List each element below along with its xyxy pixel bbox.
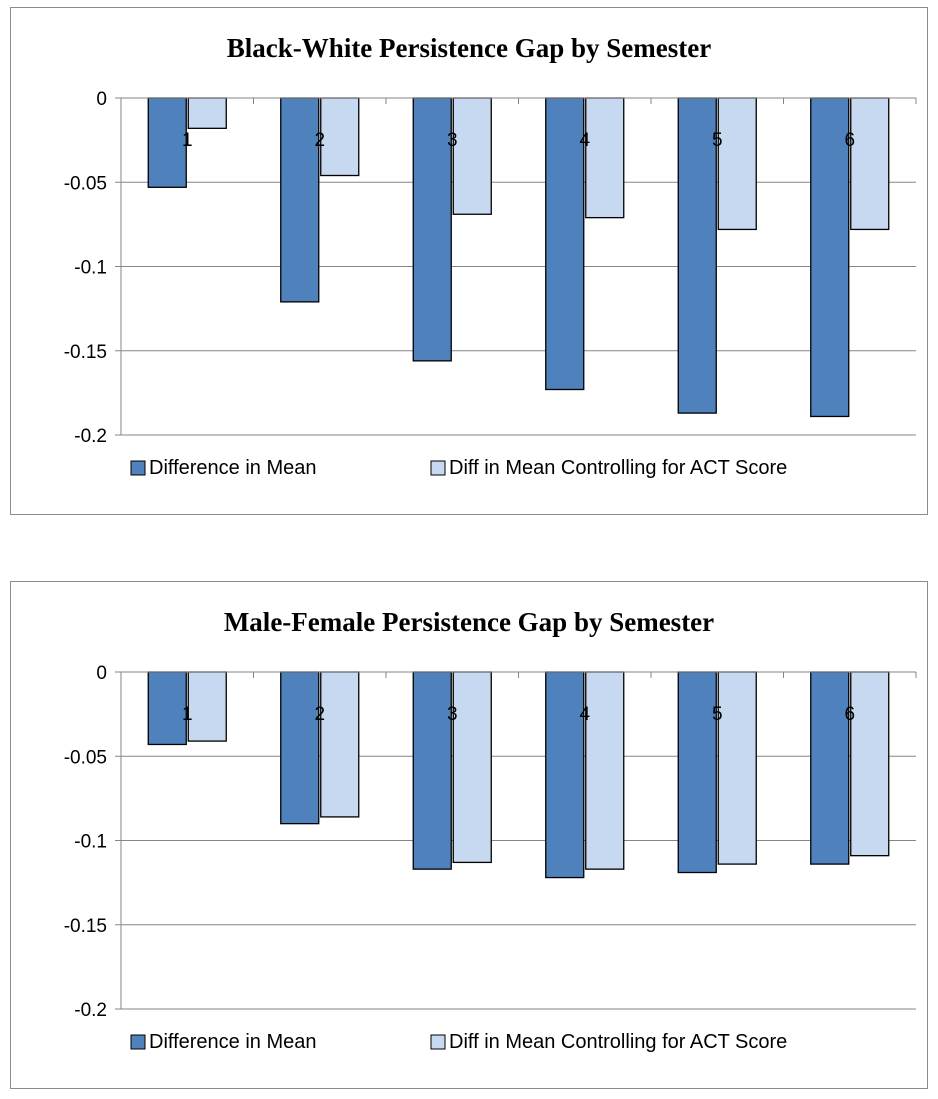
bar-series-2 (187, 671, 227, 742)
y-tick-label: -0.2 (74, 1000, 107, 1021)
x-category-label: 6 (844, 704, 855, 725)
y-tick-label: -0.15 (64, 342, 107, 363)
bar-series-1 (280, 671, 320, 825)
bar-series-2 (187, 97, 227, 129)
bar-series-2 (850, 97, 890, 231)
bar-series-2 (717, 97, 757, 231)
y-tick-label: -0.1 (74, 832, 107, 853)
y-tick-label: -0.05 (64, 747, 107, 768)
bar-series-2 (585, 97, 625, 219)
x-category-label: 3 (447, 704, 458, 725)
bar-series-2 (452, 97, 492, 215)
male-female-chart-panel: Male-Female Persistence Gap by Semester … (10, 581, 928, 1089)
y-tick-label: -0.05 (64, 173, 107, 194)
y-tick-label: 0 (96, 663, 107, 684)
bar-series-1 (545, 671, 585, 879)
bar-series-2 (320, 97, 360, 177)
bar-series-1 (147, 97, 187, 188)
y-tick-label: -0.15 (64, 916, 107, 937)
legend-label: Diff in Mean Controlling for ACT Score (449, 457, 787, 479)
legend-label: Diff in Mean Controlling for ACT Score (449, 1031, 787, 1053)
bar-series-1 (412, 671, 452, 870)
x-category-label: 2 (314, 130, 325, 151)
legend-label: Difference in Mean (149, 457, 317, 479)
x-category-label: 5 (712, 704, 723, 725)
bar-series-1 (810, 97, 850, 418)
bar-series-1 (412, 97, 452, 362)
bar-series-1 (677, 97, 717, 414)
x-category-label: 1 (182, 130, 193, 151)
legend-swatch (130, 460, 146, 476)
legend-swatch (430, 460, 446, 476)
x-category-label: 4 (579, 130, 590, 151)
bar-series-2 (585, 671, 625, 870)
x-category-label: 4 (579, 704, 590, 725)
x-category-label: 5 (712, 130, 723, 151)
x-category-label: 1 (182, 704, 193, 725)
bar-series-2 (850, 671, 890, 857)
y-tick-label: -0.1 (74, 258, 107, 279)
x-category-label: 3 (447, 130, 458, 151)
male-female-bar-chart: 0 -0.05 -0.1 -0.15 -0.2 1 2 3 4 5 6 Difference in M… (64, 663, 917, 1053)
bar-series-2 (452, 671, 492, 864)
black-white-chart-panel: Black-White Persistence Gap by Semester … (10, 7, 928, 515)
bar-series-2 (320, 671, 360, 818)
y-tick-label: -0.2 (74, 426, 107, 447)
bar-series-1 (147, 671, 187, 746)
bar-series-1 (280, 97, 320, 303)
chart-title: Black-White Persistence Gap by Semester (226, 33, 712, 63)
black-white-bar-chart: 0 -0.05 -0.1 -0.15 -0.2 1 2 3 4 5 6 Difference in M… (64, 89, 917, 479)
legend-swatch (130, 1034, 146, 1050)
x-category-label: 6 (844, 130, 855, 151)
bar-series-1 (810, 671, 850, 865)
bar-series-2 (717, 671, 757, 865)
x-category-label: 2 (314, 704, 325, 725)
legend-label: Difference in Mean (149, 1031, 317, 1053)
y-tick-label: 0 (96, 89, 107, 110)
bar-series-1 (677, 671, 717, 874)
legend-swatch (430, 1034, 446, 1050)
bar-series-1 (545, 97, 585, 391)
chart-title: Male-Female Persistence Gap by Semester (223, 607, 715, 637)
